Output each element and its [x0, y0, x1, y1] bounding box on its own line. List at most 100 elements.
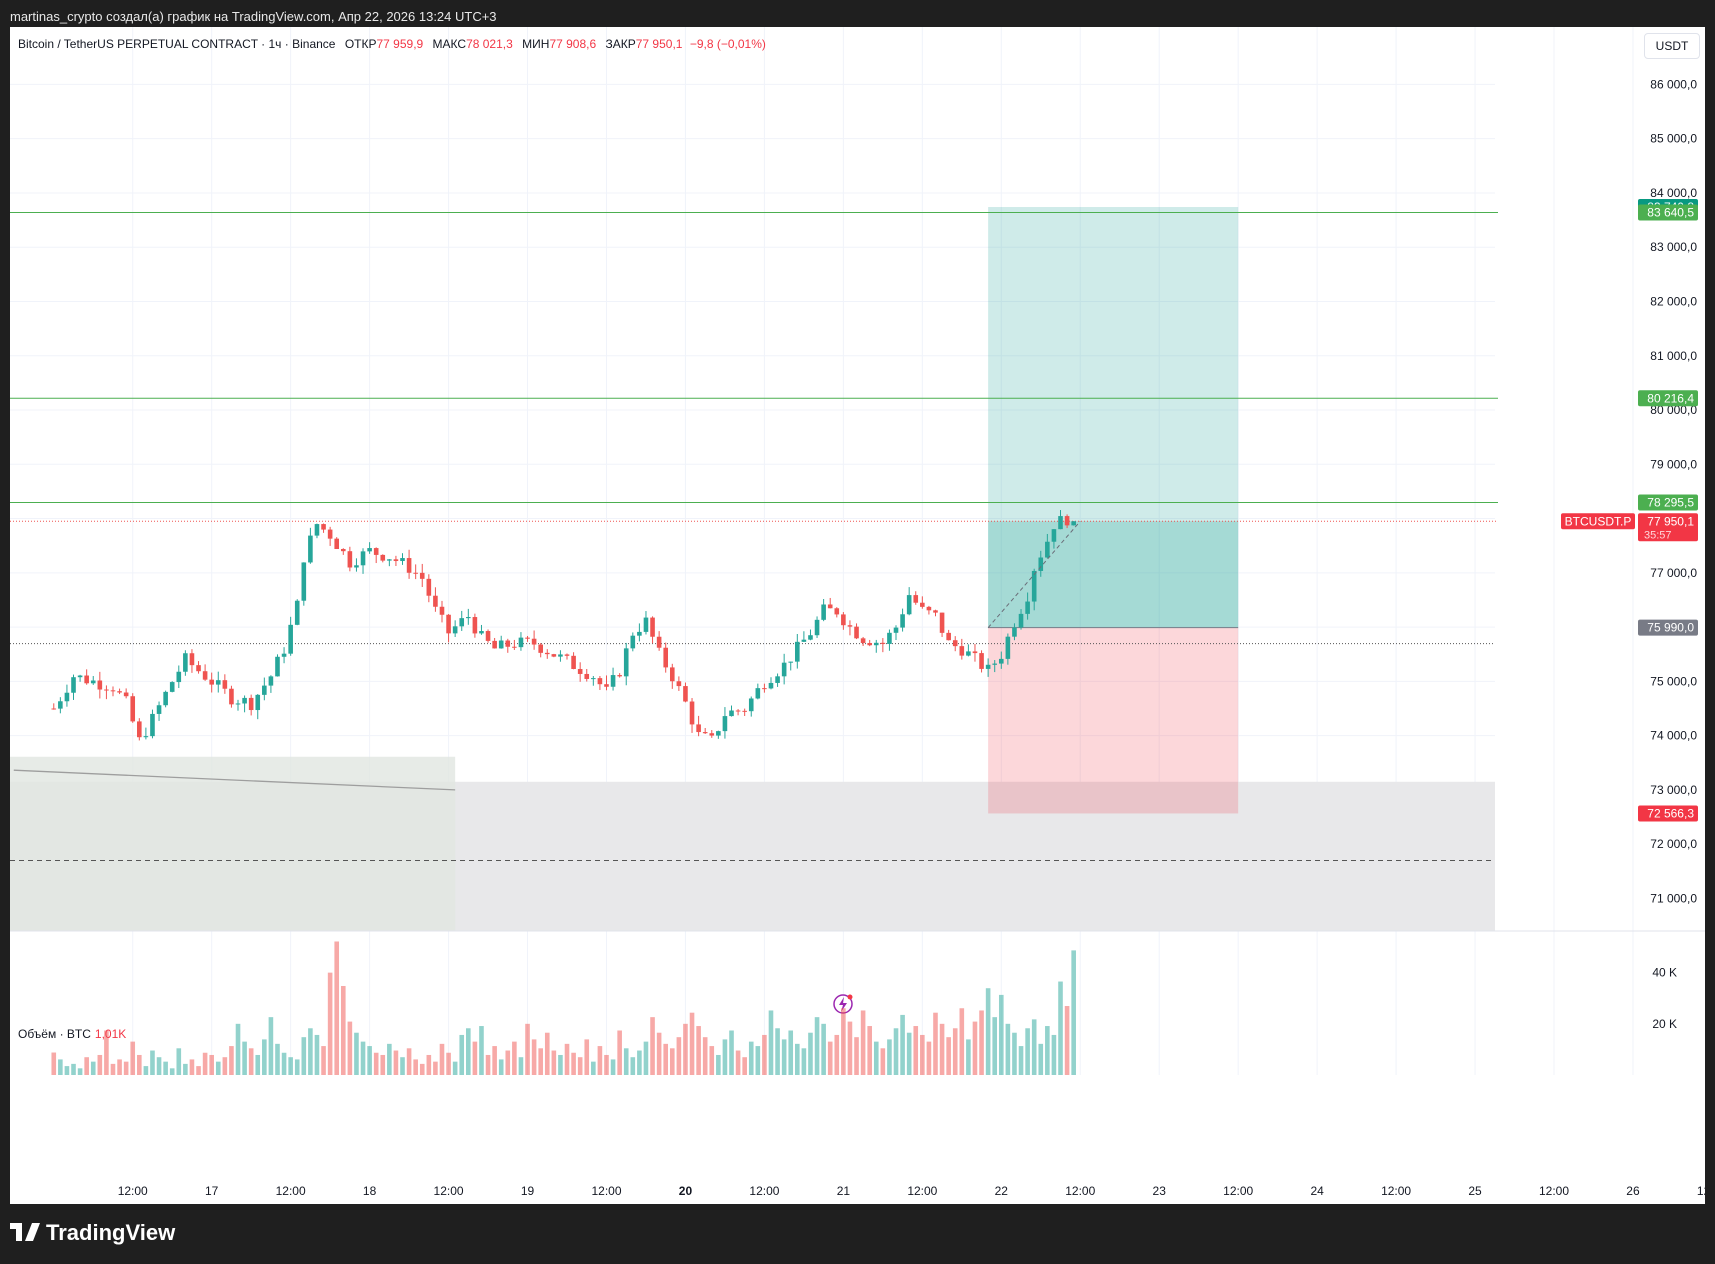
candle-body [920, 602, 925, 607]
candle [854, 623, 859, 640]
zone-shade [10, 756, 456, 931]
candle-body [663, 647, 669, 668]
candle-body [551, 654, 557, 657]
candle-body [630, 635, 636, 649]
volume-bar [834, 1034, 840, 1075]
time-axis: 12:00 17 12:00 18 12:00 19 12:00 20 12:00 21 12:00… [118, 1184, 1705, 1198]
candle-body [321, 524, 326, 530]
candle-body [716, 731, 721, 736]
candle-body [189, 653, 195, 666]
candle-body [235, 703, 241, 705]
candle [906, 587, 912, 616]
candle-body [617, 675, 622, 677]
candle-body [834, 608, 840, 615]
time-tick-label: 12:00 [1065, 1184, 1095, 1198]
volume-bar [584, 1039, 590, 1075]
candle-body [808, 635, 813, 640]
candle [137, 718, 142, 741]
candle-body [972, 651, 978, 654]
volume-bar [801, 1048, 807, 1075]
volume-bar [281, 1052, 287, 1075]
low-label: МИН [522, 37, 550, 51]
candle-body [294, 600, 300, 625]
candle [959, 638, 965, 660]
candle [268, 675, 274, 693]
candle-body [90, 680, 96, 684]
candle-body [452, 626, 458, 634]
volume-bar [301, 1037, 307, 1075]
stop-zone [988, 627, 1239, 814]
candle-body [400, 558, 405, 562]
volume-bar [466, 1028, 471, 1075]
price-tick-label: 72 000,0 [1650, 837, 1697, 851]
candle [235, 699, 241, 711]
currency-button[interactable]: USDT [1644, 33, 1700, 59]
candle [406, 549, 412, 579]
candle-body [58, 701, 63, 709]
volume-bar [998, 994, 1004, 1075]
candle [814, 616, 820, 638]
candle [939, 612, 945, 638]
candle [531, 630, 537, 650]
volume-bar [189, 1059, 195, 1075]
candle-body [1051, 529, 1057, 542]
volume-bar [577, 1057, 583, 1075]
volume-bar [571, 1052, 576, 1075]
candle-body [150, 713, 155, 737]
candle [722, 707, 728, 739]
candle [367, 542, 372, 554]
candle [77, 674, 83, 682]
volume-bar [426, 1054, 432, 1075]
candle-body [347, 551, 353, 568]
time-tick-label: 22 [995, 1184, 1009, 1198]
volume-bar [854, 1037, 859, 1075]
candle-body [604, 684, 609, 687]
tradingview-logo[interactable]: TradingView [10, 1215, 175, 1247]
candle-body [367, 548, 372, 552]
candle [64, 684, 70, 707]
volume-bar [722, 1039, 728, 1075]
level-price-badge-text: 83 640,5 [1647, 205, 1694, 219]
candle [1012, 623, 1017, 641]
symbol-legend: Bitcoin / TetherUS PERPETUAL CONTRACT · … [18, 37, 766, 51]
candle-body [110, 690, 116, 692]
candle [1071, 521, 1076, 526]
candle [656, 631, 662, 651]
candle-body [479, 631, 484, 634]
candle-body [913, 595, 919, 603]
candle-body [525, 637, 530, 639]
volume-bar [235, 1023, 241, 1075]
candle [979, 650, 984, 673]
candle-body [1005, 636, 1011, 659]
volume-bar [123, 1061, 129, 1075]
candle-body [676, 681, 682, 687]
candle [610, 667, 616, 691]
alert-icon-dot [847, 994, 853, 1000]
price-chart[interactable]: 86 000,0 85 000,0 84 000,0 83 000,0 82 000,0… [10, 27, 1705, 1204]
chart-panel[interactable]: 86 000,0 85 000,0 84 000,0 83 000,0 82 000,0… [10, 27, 1705, 1204]
volume-bar [334, 941, 340, 1075]
candle-body [229, 688, 234, 705]
volume-bar [255, 1054, 261, 1075]
candle [413, 564, 418, 580]
candle [637, 623, 642, 642]
candle-body [163, 691, 168, 706]
candle-body [841, 614, 846, 626]
volume-bar [130, 1041, 136, 1075]
volume-bar [906, 1032, 912, 1075]
time-tick-label: 12:00 [434, 1184, 464, 1198]
candle [459, 610, 465, 631]
candle [196, 661, 201, 674]
candle [479, 624, 484, 635]
candle [643, 611, 649, 635]
time-tick-label: 12:00 [1381, 1184, 1411, 1198]
candle-body [308, 535, 313, 563]
candle [755, 683, 761, 700]
candle [591, 675, 596, 686]
candle [604, 675, 609, 691]
time-tick-label: 12:00 [591, 1184, 621, 1198]
symbol-price-tag: BTCUSDT.P [1561, 513, 1635, 530]
open-value: 77 959,9 [376, 37, 424, 51]
level-price-badge-text: 80 216,4 [1647, 391, 1694, 405]
candle [900, 608, 905, 632]
